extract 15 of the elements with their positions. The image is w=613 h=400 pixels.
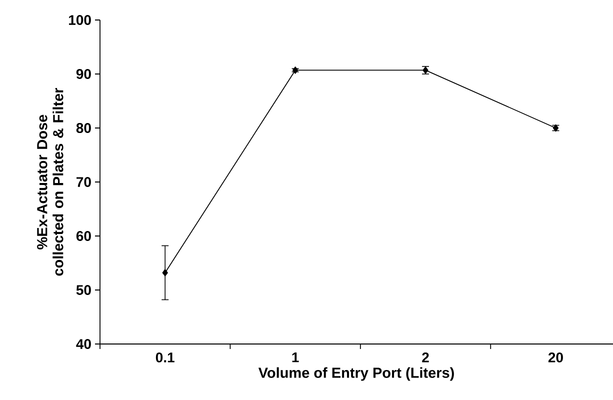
y-tick-label: 70 [76,177,91,187]
x-tick-label: 20 [548,352,563,362]
x-tick-label: 0.1 [156,352,174,362]
y-tick-label: 60 [76,231,91,241]
y-axis-title: %Ex-Actuator Dose collected on Plates & Filter [37,88,64,276]
point [162,269,168,276]
x-axis-title: Volume of Entry Port (Liters) [258,367,454,381]
x-tick-label: 1 [292,352,299,362]
y-tick-label: 80 [76,123,91,133]
y-tick-label: 90 [76,69,91,79]
y-tick-label: 50 [76,285,91,295]
y-tick-label: 40 [76,339,91,349]
y-tick-label: 100 [68,15,91,25]
x-tick-label: 2 [422,352,429,362]
point [292,66,298,74]
